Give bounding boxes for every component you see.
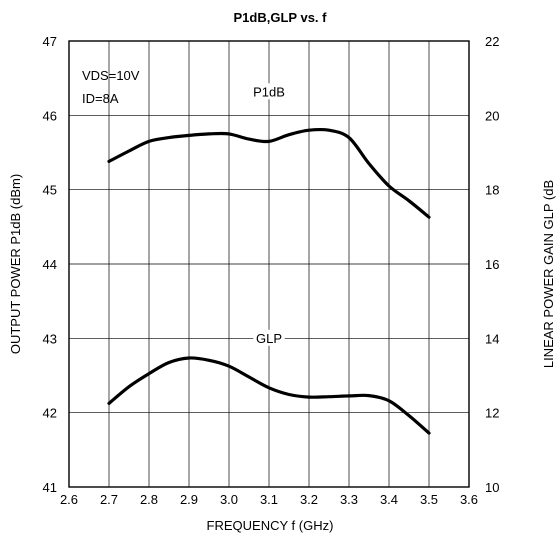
y2-tick-labels: 10 12 14 16 18 20 22	[485, 34, 499, 495]
y-tick-label: 45	[43, 183, 57, 198]
y-tick-label: 41	[43, 480, 57, 495]
y2-tick-label: 18	[485, 183, 499, 198]
y2-axis-label: LINEAR POWER GAIN GLP (dB	[541, 180, 556, 368]
y-axis-label: OUTPUT POWER P1dB (dBm)	[8, 174, 23, 354]
y-tick-label: 43	[43, 331, 57, 346]
series-label-glp: GLP	[256, 331, 282, 346]
x-tick-label: 3.3	[340, 492, 358, 507]
y-tick-labels: 41 42 43 44 45 46 47	[43, 34, 57, 495]
x-axis-label: FREQUENCY f (GHz)	[207, 518, 334, 533]
x-tick-label: 3.5	[420, 492, 438, 507]
series-lines	[107, 127, 431, 435]
x-tick-label: 3.4	[380, 492, 398, 507]
x-tick-label: 3.0	[220, 492, 238, 507]
annotation-vds: VDS=10V	[82, 68, 140, 83]
x-tick-label: 3.1	[260, 492, 278, 507]
y-tick-label: 44	[43, 257, 57, 272]
y2-tick-label: 10	[485, 480, 499, 495]
series-label-background	[253, 329, 285, 346]
y2-tick-label: 14	[485, 331, 499, 346]
annotation-id: ID=8A	[82, 91, 119, 106]
x-tick-label: 2.9	[180, 492, 198, 507]
y-tick-label: 47	[43, 34, 57, 49]
plot-frame	[68, 40, 470, 488]
grid-lines	[69, 41, 469, 487]
chart-title: P1dB,GLP vs. f	[234, 10, 328, 25]
y-tick-label: 42	[43, 406, 57, 421]
series-labels: P1dB GLP	[249, 83, 289, 346]
x-tick-labels: 2.6 2.7 2.8 2.9 3.0 3.1 3.2 3.3 3.4 3.5 3.6	[60, 492, 478, 507]
series-label-background	[249, 83, 289, 100]
y2-tick-label: 16	[485, 257, 499, 272]
x-tick-label: 2.6	[60, 492, 78, 507]
x-tick-label: 2.7	[100, 492, 118, 507]
x-tick-label: 3.6	[460, 492, 478, 507]
x-tick-label: 2.8	[140, 492, 158, 507]
y2-tick-label: 20	[485, 108, 499, 123]
y-tick-label: 46	[43, 108, 57, 123]
y2-tick-label: 22	[485, 34, 499, 49]
y2-tick-label: 12	[485, 406, 499, 421]
series-line-p1db	[107, 127, 431, 219]
series-label-p1db: P1dB	[253, 84, 285, 99]
series-line-glp	[107, 356, 431, 435]
x-tick-label: 3.2	[300, 492, 318, 507]
